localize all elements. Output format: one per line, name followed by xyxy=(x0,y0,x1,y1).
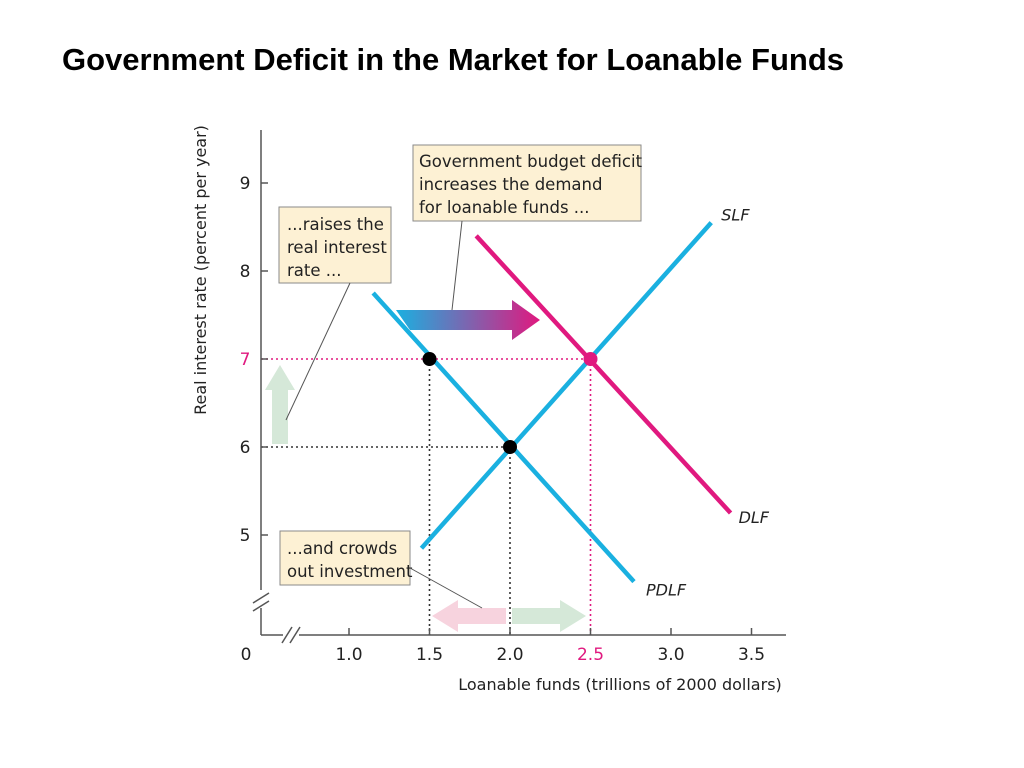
y-tick-label: 6 xyxy=(240,438,251,458)
annotation-line: for loanable funds ... xyxy=(419,198,590,217)
y-tick-label: 7 xyxy=(240,350,251,370)
annotation-line: rate ... xyxy=(287,261,342,280)
annotation-line: out investment xyxy=(287,562,413,581)
investment-decrease-arrow xyxy=(432,600,506,632)
curve-label-dlf: DLF xyxy=(739,508,770,527)
annotation-leader-line xyxy=(285,282,351,421)
slide-title: Government Deficit in the Market for Loa… xyxy=(62,42,844,77)
y-tick-label: 8 xyxy=(240,262,251,282)
curve-label-pdlf: PDLF xyxy=(646,581,687,600)
annotation-leader-line xyxy=(409,567,483,609)
y-tick-label: 9 xyxy=(240,174,251,194)
x-tick-label: 1.0 xyxy=(335,645,362,665)
x-tick-label: 2.0 xyxy=(496,645,523,665)
equilibrium-point xyxy=(583,352,598,366)
axes xyxy=(252,130,786,644)
x-origin-label: 0 xyxy=(241,645,252,665)
y-axis-break-mark xyxy=(252,600,270,612)
x-axis-break-mark xyxy=(289,626,301,644)
curve-label-slf: SLF xyxy=(721,206,750,225)
equilibrium-point xyxy=(422,352,437,366)
x-axis-title: Loanable funds (trillions of 2000 dollar… xyxy=(458,675,782,694)
reference-lines xyxy=(261,358,592,635)
demand-shift-arrow xyxy=(396,300,540,340)
x-axis-break-mark xyxy=(281,626,293,644)
curve-dlf xyxy=(474,234,733,515)
y-tick-label: 5 xyxy=(240,526,251,546)
curves-layer: SLF PDLF DLF xyxy=(371,206,770,600)
tick-layer: 5 6 7 8 9 1.0 1.5 2.0 2.5 3.0 3.5 xyxy=(240,174,765,665)
annotation-line: ...raises the xyxy=(287,215,384,234)
annotation-line: real interest xyxy=(287,238,387,257)
curve-pdlf xyxy=(371,291,636,584)
x-tick-label: 3.0 xyxy=(657,645,684,665)
x-tick-label: 1.5 xyxy=(416,645,443,665)
interest-rate-up-arrow xyxy=(265,365,295,444)
annotation-leader-line xyxy=(451,220,463,311)
equilibrium-point xyxy=(503,440,517,454)
y-axis-break-mark xyxy=(252,592,270,604)
curve-slf xyxy=(419,221,713,550)
x-tick-label: 3.5 xyxy=(738,645,765,665)
equilibrium-points xyxy=(422,352,598,454)
annotation-line: ...and crowds xyxy=(287,539,397,558)
saving-increase-arrow xyxy=(512,600,586,632)
annotation-crowding-out: ...and crowds out investment xyxy=(279,530,483,609)
annotation-line: increases the demand xyxy=(419,175,602,194)
arrows-layer xyxy=(265,300,586,632)
y-axis-title: Real interest rate (percent per year) xyxy=(191,125,210,415)
x-tick-label: 2.5 xyxy=(577,645,604,665)
annotation-rate-rise: ...raises the real interest rate ... xyxy=(278,206,392,421)
annotation-line: Government budget deficit xyxy=(419,152,643,171)
annotation-demand-increase: Government budget deficit increases the … xyxy=(412,144,643,311)
